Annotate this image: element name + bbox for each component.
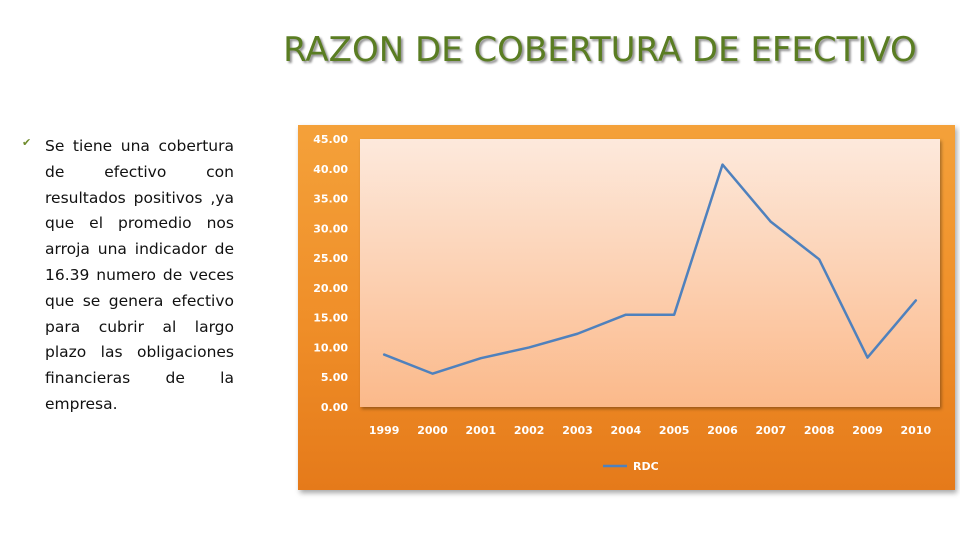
y-tick-label: 45.00	[313, 133, 348, 146]
x-tick-label: 2005	[659, 424, 690, 437]
y-tick-label: 5.00	[321, 371, 348, 384]
x-tick-label: 1999	[369, 424, 400, 437]
y-tick-label: 0.00	[321, 401, 348, 414]
x-tick-label: 2004	[611, 424, 642, 437]
x-tick-label: 2009	[852, 424, 883, 437]
y-tick-label: 30.00	[313, 222, 348, 235]
y-tick-label: 35.00	[313, 193, 348, 206]
y-tick-label: 25.00	[313, 252, 348, 265]
x-tick-label: 2003	[562, 424, 593, 437]
x-tick-label: 2006	[707, 424, 738, 437]
legend-label: RDC	[633, 460, 659, 473]
x-tick-label: 2001	[466, 424, 497, 437]
x-tick-label: 2007	[756, 424, 787, 437]
x-tick-label: 2000	[417, 424, 448, 437]
bullet-point: ✔ Se tiene una cobertura de efectivo con…	[22, 134, 234, 418]
x-tick-label: 2002	[514, 424, 545, 437]
x-tick-label: 2008	[804, 424, 835, 437]
y-tick-label: 20.00	[313, 282, 348, 295]
check-icon: ✔	[22, 136, 32, 149]
page-title: RAZON DE COBERTURA DE EFECTIVO	[283, 30, 917, 70]
bullet-text: Se tiene una cobertura de efectivo con r…	[45, 137, 234, 413]
x-tick-label: 2010	[901, 424, 932, 437]
plot-area	[360, 139, 940, 407]
y-tick-label: 40.00	[313, 163, 348, 176]
y-tick-label: 10.00	[313, 341, 348, 354]
series-line-rdc	[382, 163, 918, 375]
y-tick-label: 15.00	[313, 312, 348, 325]
